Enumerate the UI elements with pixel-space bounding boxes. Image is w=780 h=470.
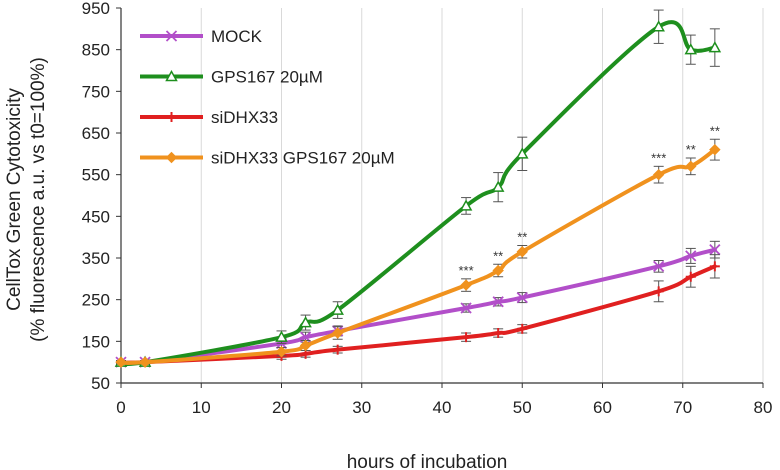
data-point [275, 330, 288, 342]
data-point [299, 339, 312, 352]
data-point [685, 250, 697, 262]
legend-label: siDHX33 [211, 108, 278, 127]
y-tick-label: 750 [82, 82, 110, 101]
y-tick-label: 950 [82, 0, 110, 18]
legend-marker [165, 151, 178, 164]
legend-label: GPS167 20µM [211, 68, 323, 87]
legend-marker [165, 30, 178, 42]
y-tick-label: 150 [82, 332, 110, 351]
series-line [119, 264, 717, 365]
x-tick-label: 10 [192, 398, 211, 417]
series-line [119, 147, 717, 365]
significance-label: ** [517, 230, 527, 245]
data-point [653, 260, 665, 272]
x-tick-label: 40 [433, 398, 452, 417]
data-point [685, 271, 696, 282]
axes: 0 10 20 30 40 50 60 70 80 50 150 250 350 450 550 650 750… [82, 0, 773, 417]
y-tick-label: 550 [82, 166, 110, 185]
significance-label: *** [458, 263, 473, 278]
data-point [516, 246, 528, 258]
data-point [299, 316, 312, 328]
data-point [709, 261, 720, 272]
y-axis-title-line-2: (% fluorescence a.u. vs t0=100%) [28, 57, 49, 342]
y-axis-title-line-1: CellTox Green Cytotoxicity [4, 88, 25, 311]
data-point [708, 41, 722, 53]
data-point [685, 160, 697, 173]
x-tick-label: 80 [754, 398, 773, 417]
significance-label: *** [651, 150, 666, 165]
legend-marker [166, 112, 177, 122]
series-3 [115, 138, 721, 368]
data-point [515, 147, 529, 159]
series-layer [114, 9, 722, 368]
data-point [652, 168, 665, 181]
data-point [461, 332, 472, 343]
legend-marker [165, 69, 178, 82]
data-point [331, 303, 344, 315]
legend-item-0: MOCK [140, 27, 263, 46]
x-tick-label: 30 [352, 398, 371, 417]
data-point [516, 291, 528, 304]
data-point [460, 279, 472, 291]
y-tick-label: 250 [82, 291, 110, 310]
data-point [460, 302, 472, 314]
data-point [493, 328, 504, 338]
x-tick-label: 50 [513, 398, 532, 417]
data-point [491, 180, 505, 192]
y-tick-label: 850 [82, 41, 110, 60]
data-point [652, 20, 665, 32]
data-point [709, 143, 721, 156]
significance-label: ** [493, 248, 503, 263]
data-point [275, 346, 288, 358]
x-tick-label: 60 [593, 398, 612, 417]
x-tick-label: 20 [272, 398, 291, 417]
data-point [115, 356, 127, 368]
series-1 [114, 9, 722, 367]
y-tick-label: 350 [82, 249, 110, 268]
y-tick-label: 450 [82, 207, 110, 226]
x-tick-label: 70 [673, 398, 692, 417]
data-point [684, 43, 698, 55]
series-line [119, 247, 717, 366]
data-point [492, 296, 504, 308]
legend-item-3: siDHX33 GPS167 20µM [140, 149, 395, 168]
data-point [139, 356, 151, 368]
data-point [709, 244, 721, 256]
data-point [459, 199, 473, 211]
legend-label: siDHX33 GPS167 20µM [211, 149, 395, 168]
significance-label: ** [710, 123, 720, 138]
legend-label: MOCK [211, 27, 263, 46]
x-tick-label: 0 [116, 398, 125, 417]
data-point [517, 323, 528, 334]
data-point [332, 344, 343, 355]
grid [200, 8, 764, 383]
data-point [653, 286, 664, 297]
legend-item-1: GPS167 20µM [140, 68, 323, 87]
legend: MOCK GPS167 20µM siDHX33 siDHX33 GPS167 20µ… [140, 27, 395, 168]
y-tick-label: 50 [91, 374, 110, 393]
y-tick-label: 650 [82, 124, 110, 143]
x-axis-title: hours of incubation [347, 452, 508, 470]
legend-item-2: siDHX33 [140, 108, 278, 127]
significance-layer: ************** [458, 123, 719, 278]
significance-label: ** [686, 142, 696, 157]
data-point [492, 264, 504, 277]
data-point [331, 327, 344, 339]
